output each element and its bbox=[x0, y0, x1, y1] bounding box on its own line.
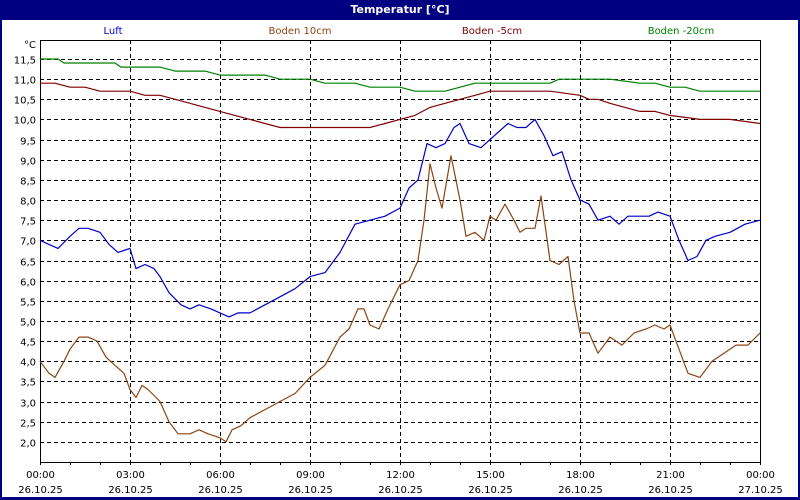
y-axis-unit: °C bbox=[24, 40, 36, 51]
legend-item-boden-5cm: Boden -5cm bbox=[462, 26, 522, 37]
x-tick-time: 15:00 bbox=[476, 470, 505, 481]
series-line-boden-10cm bbox=[39, 155, 761, 443]
y-tick-label: 4,0 bbox=[20, 358, 36, 369]
x-tick-date: 26.10.25 bbox=[558, 485, 603, 496]
series-line-luft bbox=[39, 118, 761, 318]
y-tick-label: 10,0 bbox=[14, 116, 36, 127]
x-tick-time: 00:00 bbox=[746, 470, 775, 481]
y-tick-label: 2,5 bbox=[20, 419, 36, 430]
y-tick-label: 8,0 bbox=[20, 197, 36, 208]
x-tick-date: 26.10.25 bbox=[18, 485, 63, 496]
window-title: Temperatur [°C] bbox=[350, 3, 450, 16]
y-tick-label: 7,5 bbox=[20, 217, 36, 228]
legend-item-boden-20cm: Boden -20cm bbox=[648, 26, 715, 37]
x-tick-time: 09:00 bbox=[296, 470, 325, 481]
x-tick-date: 26.10.25 bbox=[198, 485, 243, 496]
y-tick-label: 8,5 bbox=[20, 177, 36, 188]
y-tick-label: 7,0 bbox=[20, 237, 36, 248]
x-tick-time: 03:00 bbox=[116, 470, 145, 481]
legend-item-boden-10cm: Boden 10cm bbox=[269, 26, 332, 37]
y-tick-label: 10,5 bbox=[14, 96, 36, 107]
y-tick-label: 11,5 bbox=[14, 56, 36, 67]
y-tick-label: 3,5 bbox=[20, 378, 36, 389]
x-tick-date: 26.10.25 bbox=[648, 485, 693, 496]
plot-frame bbox=[40, 40, 761, 463]
x-tick-time: 00:00 bbox=[26, 470, 55, 481]
x-tick-time: 21:00 bbox=[656, 470, 685, 481]
x-tick-date: 26.10.25 bbox=[378, 485, 423, 496]
x-tick-time: 12:00 bbox=[386, 470, 415, 481]
y-tick-label: 9,5 bbox=[20, 137, 36, 148]
y-tick-label: 3,0 bbox=[20, 399, 36, 410]
series-line-boden-20cm bbox=[40, 58, 760, 92]
x-tick-time: 18:00 bbox=[566, 470, 595, 481]
x-tick-date: 26.10.25 bbox=[288, 485, 333, 496]
x-tick-date: 26.10.25 bbox=[108, 485, 153, 496]
y-tick-label: 5,5 bbox=[20, 298, 36, 309]
legend-item-luft: Luft bbox=[104, 26, 123, 37]
y-tick-label: 4,5 bbox=[20, 338, 36, 349]
series-line-boden-5cm bbox=[40, 82, 761, 129]
y-tick-label: 6,5 bbox=[20, 258, 36, 269]
y-tick-label: 11,0 bbox=[14, 76, 36, 87]
x-tick-date: 26.10.25 bbox=[468, 485, 513, 496]
y-tick-label: 9,0 bbox=[20, 157, 36, 168]
y-tick-label: 6,0 bbox=[20, 278, 36, 289]
y-tick-label: 2,0 bbox=[20, 439, 36, 450]
x-tick-time: 06:00 bbox=[206, 470, 235, 481]
x-tick-date: 27.10.25 bbox=[738, 485, 783, 496]
y-tick-label: 5,0 bbox=[20, 318, 36, 329]
